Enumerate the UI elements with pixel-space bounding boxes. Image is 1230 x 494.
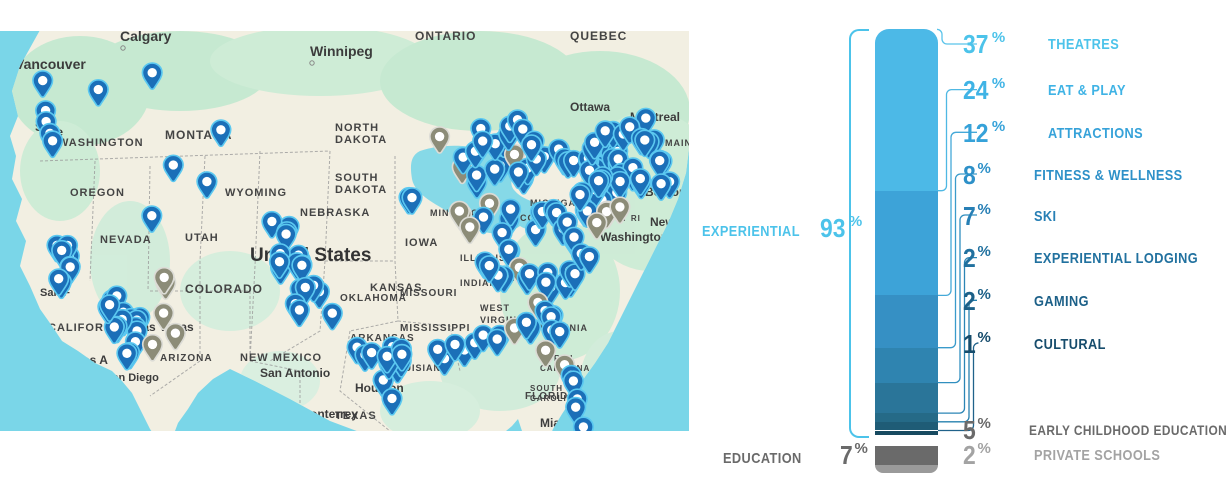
svg-text:OKLAHOMA: OKLAHOMA	[340, 293, 407, 304]
svg-text:Calgary: Calgary	[120, 31, 172, 44]
svg-text:MAINE: MAINE	[665, 138, 689, 148]
svg-text:Ottawa: Ottawa	[570, 100, 610, 114]
svg-text:WASHINGTON: WASHINGTON	[58, 137, 144, 149]
svg-text:DAKOTA: DAKOTA	[335, 184, 387, 196]
svg-text:IOWA: IOWA	[405, 237, 438, 249]
svg-text:WYOMING: WYOMING	[225, 187, 287, 199]
svg-text:DAKOTA: DAKOTA	[335, 134, 387, 146]
svg-text:SOUTH: SOUTH	[530, 384, 563, 393]
svg-text:OREGON: OREGON	[70, 187, 125, 199]
svg-text:ARIZONA: ARIZONA	[160, 353, 213, 364]
svg-text:QUEBEC: QUEBEC	[570, 31, 627, 43]
svg-text:Vancouver: Vancouver	[15, 56, 86, 72]
svg-text:WEST: WEST	[480, 303, 510, 313]
svg-text:Winnipeg: Winnipeg	[310, 43, 373, 59]
svg-text:Washington: Washington	[600, 230, 668, 244]
svg-text:NEW MEXICO: NEW MEXICO	[240, 352, 322, 364]
svg-text:MISSISSIPPI: MISSISSIPPI	[400, 323, 470, 334]
svg-text:ONTARIO: ONTARIO	[415, 31, 476, 43]
svg-text:NEBRASKA: NEBRASKA	[300, 207, 370, 219]
svg-text:COLORADO: COLORADO	[185, 282, 263, 296]
svg-text:SOUTH: SOUTH	[335, 172, 379, 184]
svg-text:NORTH: NORTH	[335, 122, 379, 134]
svg-text:MISSOURI: MISSOURI	[400, 288, 457, 299]
svg-text:San Antonio: San Antonio	[260, 366, 330, 380]
svg-text:UTAH: UTAH	[185, 232, 219, 244]
svg-text:NEVADA: NEVADA	[100, 234, 152, 246]
